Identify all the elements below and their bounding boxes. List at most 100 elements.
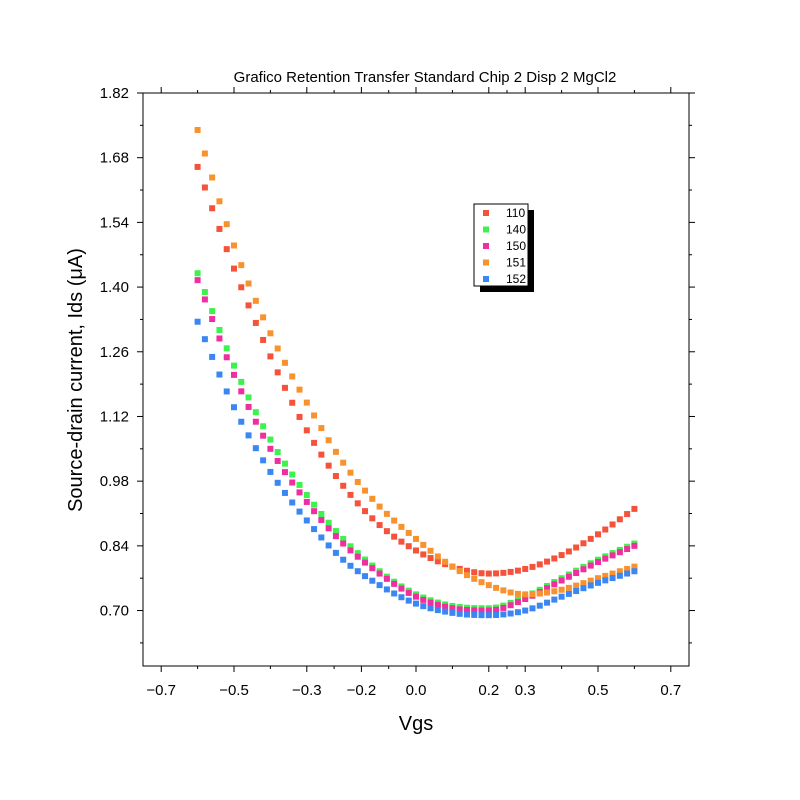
- data-point: [463, 611, 470, 618]
- data-point: [231, 371, 237, 378]
- data-point: [558, 577, 565, 584]
- data-point: [442, 608, 449, 615]
- x-axis-title: Vgs: [399, 713, 433, 735]
- data-point: [471, 607, 478, 614]
- data-point: [311, 439, 318, 446]
- data-point: [456, 606, 463, 613]
- data-point: [420, 541, 427, 548]
- data-point: [296, 413, 303, 420]
- y-tick-label: 1.68: [100, 150, 129, 167]
- data-point: [413, 535, 419, 542]
- data-point: [362, 559, 369, 566]
- data-point: [216, 327, 223, 334]
- data-point: [529, 591, 536, 598]
- data-point: [231, 404, 237, 411]
- data-point: [398, 523, 405, 530]
- data-point: [318, 451, 325, 458]
- data-point: [267, 468, 274, 475]
- data-point: [463, 607, 470, 614]
- data-point: [332, 533, 339, 540]
- data-point: [267, 436, 274, 443]
- data-point: [216, 371, 223, 378]
- data-point: [551, 588, 558, 595]
- data-point: [544, 558, 551, 565]
- data-point: [500, 604, 507, 611]
- data-point: [332, 549, 339, 556]
- data-point: [398, 585, 405, 592]
- data-point: [296, 481, 303, 488]
- data-point: [354, 500, 361, 507]
- data-point: [267, 330, 274, 337]
- data-point: [252, 418, 259, 425]
- data-point: [536, 561, 543, 568]
- chart-title: Grafico Retention Transfer Standard Chip…: [234, 69, 617, 86]
- data-point: [354, 550, 361, 557]
- data-point: [434, 558, 441, 565]
- data-point: [209, 316, 216, 323]
- data-point: [427, 547, 434, 554]
- data-point: [478, 570, 485, 577]
- data-point: [201, 296, 208, 303]
- data-point: [281, 359, 288, 366]
- data-point: [463, 567, 470, 574]
- data-point: [347, 543, 354, 550]
- data-point: [376, 582, 383, 589]
- y-tick-label: 1.40: [100, 279, 129, 296]
- data-point: [536, 590, 543, 597]
- data-point: [624, 565, 631, 572]
- data-point: [281, 489, 288, 496]
- data-point: [580, 580, 587, 587]
- data-point: [318, 516, 325, 523]
- data-point: [223, 388, 230, 395]
- data-point: [231, 265, 237, 272]
- data-point: [485, 570, 492, 577]
- data-point: [238, 388, 245, 395]
- data-point: [631, 505, 638, 512]
- data-point: [289, 471, 296, 478]
- data-point: [194, 318, 201, 325]
- data-point: [274, 345, 281, 352]
- data-point: [376, 570, 383, 577]
- data-point: [209, 308, 216, 315]
- data-point: [565, 573, 572, 580]
- data-point: [325, 542, 332, 549]
- x-tick-label: −0.7: [146, 682, 176, 699]
- data-point: [252, 297, 259, 304]
- y-tick-label: 0.84: [100, 538, 129, 555]
- data-points: [194, 126, 638, 619]
- data-point: [449, 609, 456, 616]
- data-point: [558, 586, 565, 593]
- y-tick-label: 1.26: [100, 344, 129, 361]
- data-point: [420, 603, 427, 610]
- data-point: [369, 515, 376, 522]
- x-tick-label: 0.2: [478, 682, 499, 699]
- data-point: [500, 587, 507, 594]
- data-point: [274, 449, 281, 456]
- data-point: [522, 595, 529, 602]
- data-point: [609, 570, 616, 577]
- data-point: [434, 601, 441, 608]
- data-point: [354, 568, 361, 575]
- data-point: [383, 528, 390, 535]
- data-point: [595, 559, 601, 566]
- data-point: [398, 538, 405, 545]
- x-tick-label: 0.0: [406, 682, 427, 699]
- data-point: [201, 288, 208, 295]
- data-point: [493, 584, 500, 591]
- data-point: [485, 607, 492, 614]
- data-point: [514, 609, 521, 616]
- y-tick-label: 1.82: [100, 85, 129, 102]
- data-point: [194, 126, 201, 133]
- data-point: [434, 553, 441, 560]
- data-point: [325, 519, 332, 526]
- data-point: [238, 378, 245, 385]
- data-point: [507, 568, 514, 575]
- data-point: [289, 373, 296, 380]
- data-point: [362, 573, 369, 580]
- legend-marker: [483, 276, 489, 282]
- series-140: [194, 270, 638, 612]
- data-point: [514, 599, 521, 606]
- data-point: [245, 394, 252, 401]
- data-point: [478, 579, 485, 586]
- data-point: [376, 522, 383, 529]
